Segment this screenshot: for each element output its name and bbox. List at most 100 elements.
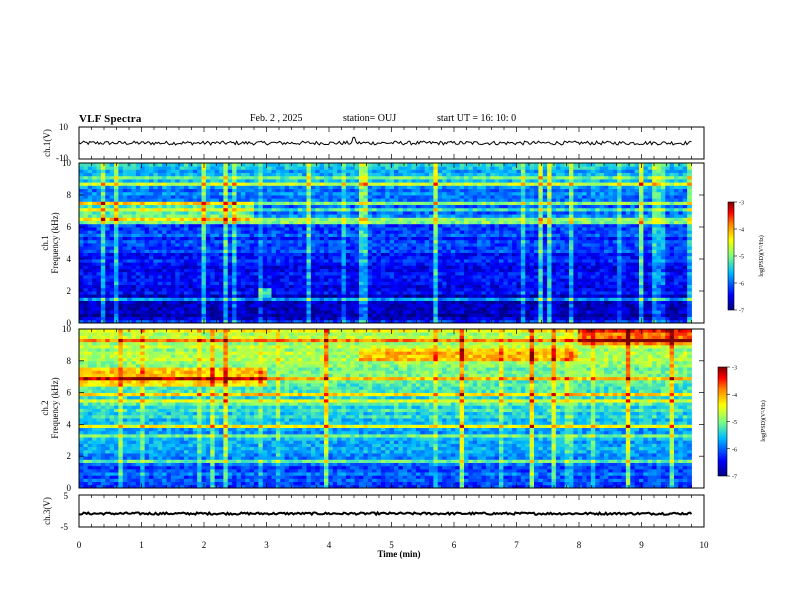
spectrogram-cell — [599, 316, 605, 321]
spectrogram-cell — [547, 217, 552, 221]
spectrogram-cell — [363, 259, 369, 263]
spectrogram-cell — [262, 281, 268, 285]
spectrogram-cell — [599, 223, 605, 228]
spectrogram-cell — [232, 233, 237, 237]
spectrogram-cell — [625, 275, 631, 279]
spectrogram-cell — [477, 227, 482, 231]
spectrogram-cell — [687, 223, 692, 228]
spectrogram-cell — [92, 252, 97, 257]
spectrogram-cell — [660, 265, 666, 269]
spectrogram-cell — [319, 233, 325, 237]
spectrogram-cell — [678, 220, 684, 225]
spectrogram-cell — [114, 307, 119, 311]
spectrogram-cell — [577, 300, 583, 305]
spectrogram-cell — [149, 313, 154, 317]
spectrogram-cell — [573, 214, 579, 218]
spectrogram-cell — [464, 300, 469, 305]
spectrogram-cell — [170, 252, 176, 257]
spectrogram-cell — [306, 223, 312, 228]
spectrogram-cell — [639, 233, 644, 237]
spectrogram-cell — [302, 271, 307, 276]
spectrogram-cell — [337, 319, 342, 324]
spectrogram-cell — [135, 271, 141, 276]
spectrogram-cell — [477, 259, 482, 263]
spectrogram-cell — [503, 275, 509, 279]
spectrogram-cell — [236, 300, 242, 305]
spectrogram-cell — [262, 297, 268, 301]
spectrogram-cell — [337, 281, 342, 285]
spectrogram-cell — [118, 249, 124, 253]
spectrogram-cell — [258, 252, 264, 257]
spectrogram-cell — [280, 319, 286, 324]
spectrogram-cell — [188, 220, 194, 225]
spectrogram-cell — [240, 239, 246, 244]
spectrogram-cell — [682, 230, 688, 234]
spectrogram-cell — [411, 294, 417, 298]
spectrogram-cell — [656, 303, 662, 308]
spectrogram-cell — [227, 249, 233, 253]
spectrogram-cell — [599, 239, 605, 244]
spectrogram-cell — [302, 316, 307, 321]
spectrogram-cell — [564, 255, 570, 260]
spectrogram-cell — [205, 249, 211, 253]
spectrogram-cell — [157, 294, 163, 298]
spectrogram-cell — [258, 236, 264, 241]
spectrogram-cell — [586, 265, 592, 269]
spectrogram-cell — [512, 249, 517, 253]
spectrogram-cell — [477, 310, 482, 314]
spectrogram-cell — [271, 303, 277, 308]
spectrogram-cell — [402, 255, 408, 260]
spectrogram-cell — [184, 249, 189, 253]
spectrogram-cell — [464, 278, 469, 282]
spectrogram-cell — [289, 300, 294, 305]
spectrogram-cell — [411, 265, 417, 269]
spectrogram-cell — [529, 271, 535, 276]
spectrogram-cell — [280, 262, 286, 266]
spectrogram-cell — [507, 303, 513, 308]
spectrogram-cell — [245, 217, 251, 221]
spectrogram-cell — [639, 303, 644, 308]
spectrogram-cell — [604, 297, 609, 301]
spectrogram-cell — [634, 284, 640, 289]
spectrogram-cell — [630, 281, 636, 285]
spectrogram-cell — [490, 220, 496, 225]
spectrogram-cell — [507, 246, 513, 250]
spectrogram-cell — [573, 246, 579, 250]
spectrogram-cell — [345, 220, 351, 225]
spectrogram-cell — [345, 268, 351, 273]
spectrogram-cell — [604, 220, 609, 225]
spectrogram-cell — [114, 313, 119, 317]
spectrogram-cell — [332, 294, 338, 298]
spectrogram-cell — [678, 284, 684, 289]
spectrogram-cell — [455, 243, 461, 247]
spectrogram-cell — [87, 310, 93, 314]
spectrogram-cell — [398, 246, 404, 250]
spectrogram-cell — [127, 313, 132, 317]
spectrogram-cell — [254, 313, 259, 317]
spectrogram-cell — [258, 223, 264, 228]
spectrogram-cell — [140, 300, 146, 305]
spectrogram-cell — [450, 268, 456, 273]
spectrogram-cell — [490, 316, 496, 321]
spectrogram-cell — [205, 220, 211, 225]
spectrogram-cell — [551, 316, 557, 321]
spectrogram-cell — [306, 265, 312, 269]
spectrogram-cell — [240, 268, 246, 273]
spectrogram-cell — [140, 220, 146, 225]
spectrogram-cell — [79, 316, 84, 321]
spectrogram-cell — [118, 268, 124, 273]
spectrogram-cell — [534, 246, 539, 250]
spectrogram-cell — [175, 227, 181, 231]
spectrogram-cell — [271, 220, 277, 225]
spectrogram-cell — [380, 227, 386, 231]
spectrogram-cell — [503, 300, 509, 305]
spectrogram-cell — [608, 223, 614, 228]
spectrogram-cell — [83, 310, 89, 314]
spectrogram-cell — [363, 281, 369, 285]
spectrogram-cell — [79, 243, 84, 247]
spectrogram-cell — [450, 236, 456, 241]
spectrogram-cell — [516, 319, 522, 324]
spectrogram-cell — [109, 246, 115, 250]
spectrogram-cell — [267, 214, 272, 218]
